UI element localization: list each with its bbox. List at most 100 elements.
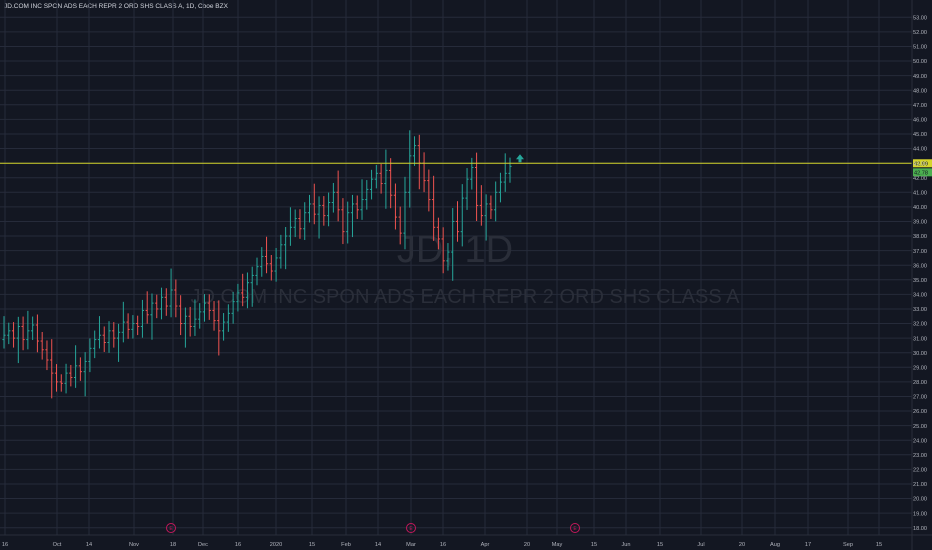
watermark-name: JD.COM INC SPON ADS EACH REPR 2 ORD SHS … (190, 286, 740, 308)
ohlc-bar (498, 172, 503, 203)
resistance-line-group[interactable]: 42.99 42.78 (0, 159, 932, 177)
ohlc-bar (293, 209, 297, 238)
ohlc-bar (427, 169, 431, 212)
earnings-event-marker: E (570, 523, 580, 533)
chart-grid (0, 0, 912, 535)
y-tick-label: 42.00 (913, 176, 927, 182)
ohlc-bar (11, 322, 16, 348)
x-tick-label: 18 (170, 542, 176, 548)
y-tick-label: 20.00 (913, 497, 927, 503)
ohlc-bar (508, 157, 512, 183)
ohlc-bar (336, 170, 340, 222)
ohlc-bar (159, 287, 164, 320)
alert-arrow (516, 154, 524, 163)
ohlc-bar (408, 130, 412, 208)
symbol-title: JD.COM INC SPON ADS EACH REPR 2 ORD SHS … (4, 3, 228, 10)
y-tick-label: 19.00 (913, 511, 927, 517)
ohlc-bar (93, 330, 97, 359)
y-tick-label: 25.00 (913, 424, 927, 430)
event-label: E (169, 526, 173, 532)
price-axis[interactable]: 18.00 19.00 20.00 21.00 22.00 23.00 24.00 25.00… (911, 0, 927, 550)
y-tick-label: 46.00 (913, 118, 927, 124)
ohlc-bar (455, 201, 460, 242)
ohlc-bar (432, 175, 436, 241)
y-tick-label: 50.00 (913, 59, 927, 65)
x-tick-label: 14 (86, 542, 92, 548)
x-tick-label: 16 (440, 542, 446, 548)
ohlc-bar (241, 273, 245, 307)
ohlc-bar (112, 322, 116, 348)
ohlc-bar (217, 300, 221, 356)
y-tick-label: 24.00 (913, 438, 927, 444)
ohlc-bar (436, 217, 440, 250)
event-circle (406, 523, 416, 533)
ohlc-bar (59, 374, 63, 392)
ohlc-bar (317, 196, 321, 239)
x-tick-label: 16 (2, 542, 8, 548)
y-tick-label: 53.00 (913, 15, 927, 21)
y-tick-label: 36.00 (913, 263, 927, 269)
ohlc-bar (403, 176, 407, 250)
y-tick-label: 27.00 (913, 395, 927, 401)
y-tick-label: 31.00 (913, 336, 927, 342)
ohlc-bar (470, 157, 474, 190)
y-tick-label: 52.00 (913, 30, 927, 36)
ohlc-bar (226, 304, 230, 332)
ohlc-bar (207, 294, 211, 320)
earnings-event-marker: E (166, 523, 176, 533)
ohlc-bar (202, 294, 207, 322)
ohlc-bar (389, 158, 393, 209)
ohlc-bar (198, 303, 202, 329)
y-tick-label: 44.00 (913, 147, 927, 153)
ohlc-bar (307, 194, 312, 223)
ohlc-bar (54, 364, 59, 392)
ohlc-bar (446, 243, 450, 271)
y-tick-label: 48.00 (913, 88, 927, 94)
ohlc-bar (494, 181, 498, 222)
ohlc-bar (74, 345, 78, 388)
y-tick-label: 41.00 (913, 190, 927, 196)
ohlc-bar (150, 293, 154, 340)
ohlc-bar (107, 321, 111, 353)
ohlc-bar (188, 306, 192, 337)
y-tick-label: 21.00 (913, 482, 927, 488)
x-tick-label: 15 (309, 542, 315, 548)
ohlc-bar (417, 134, 421, 190)
ohlc-bar (69, 364, 73, 387)
resistance-price-tag (913, 159, 932, 168)
y-tick-label: 28.00 (913, 380, 927, 386)
ohlc-bar (145, 291, 149, 324)
ohlc-bar (31, 316, 35, 341)
ohlc-bar (121, 301, 125, 343)
ohlc-bar (365, 180, 369, 210)
ohlc-bar (16, 316, 20, 364)
y-tick-label: 51.00 (913, 45, 927, 51)
ohlc-bar (327, 192, 331, 227)
ohlc-bar (312, 183, 316, 225)
ohlc-bar (489, 195, 493, 219)
ohlc-bar (50, 339, 54, 399)
ohlc-bar (412, 136, 417, 166)
ohlc-bar (484, 194, 488, 241)
y-tick-label: 45.00 (913, 132, 927, 138)
ohlc-bar (260, 247, 264, 277)
ohlc-bar (269, 255, 273, 281)
up-arrow-icon (516, 154, 524, 163)
ohlc-bar (303, 202, 307, 240)
ohlc-bar (322, 196, 326, 226)
ohlc-bar (288, 207, 293, 246)
event-circle (570, 523, 580, 533)
y-tick-label: 38.00 (913, 234, 927, 240)
x-tick-label: 16 (235, 542, 241, 548)
y-tick-label: 33.00 (913, 307, 927, 313)
x-tick-label: 2020 (270, 542, 282, 548)
ohlc-bar (350, 194, 355, 238)
x-tick-label: Feb (341, 542, 351, 548)
time-axis[interactable]: 16 Oct 14 Nov 18 Dec 16 2020 15 Feb 14 Mar 16 Apr 20 Ma… (0, 534, 932, 548)
ohlc-bar (264, 236, 269, 274)
symbol-watermark: JD, 1D JD.COM INC SPON ADS EACH REPR 2 O… (190, 229, 740, 308)
ohlc-bar (21, 316, 25, 351)
ohlc-bar (35, 314, 40, 353)
